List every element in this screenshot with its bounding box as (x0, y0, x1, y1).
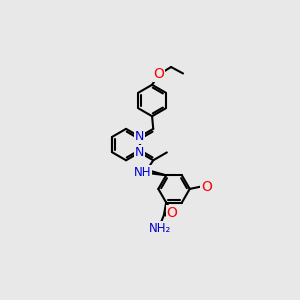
Text: N: N (135, 130, 144, 143)
Text: O: O (154, 68, 164, 81)
Text: O: O (167, 206, 177, 220)
Text: NH: NH (134, 166, 152, 179)
Text: O: O (201, 180, 212, 194)
Text: N: N (135, 146, 144, 159)
Text: NH₂: NH₂ (148, 222, 171, 235)
